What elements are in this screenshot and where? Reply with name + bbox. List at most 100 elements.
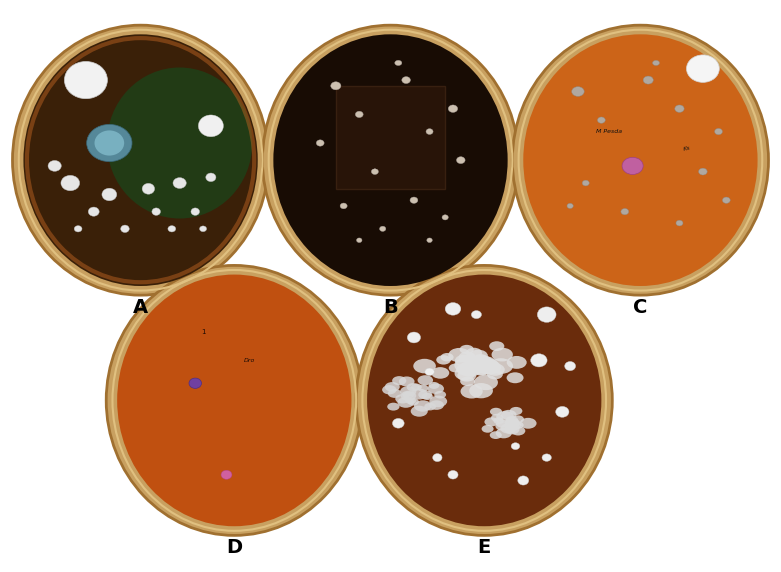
- Ellipse shape: [400, 386, 416, 396]
- Ellipse shape: [505, 420, 521, 431]
- Ellipse shape: [64, 62, 107, 98]
- Ellipse shape: [414, 400, 432, 412]
- Ellipse shape: [410, 197, 418, 204]
- Ellipse shape: [87, 125, 132, 161]
- Text: 1: 1: [201, 329, 205, 335]
- Ellipse shape: [198, 115, 223, 137]
- Ellipse shape: [567, 204, 573, 209]
- Ellipse shape: [479, 360, 501, 375]
- Ellipse shape: [505, 424, 519, 434]
- Ellipse shape: [418, 375, 433, 385]
- Ellipse shape: [469, 355, 494, 371]
- Ellipse shape: [490, 408, 502, 416]
- Ellipse shape: [501, 423, 516, 434]
- Ellipse shape: [394, 61, 401, 66]
- Ellipse shape: [495, 422, 509, 431]
- Text: D: D: [226, 538, 242, 558]
- Ellipse shape: [173, 177, 186, 189]
- Ellipse shape: [496, 428, 512, 438]
- Ellipse shape: [455, 355, 474, 367]
- Ellipse shape: [422, 393, 433, 400]
- Ellipse shape: [48, 160, 61, 172]
- Ellipse shape: [448, 105, 458, 113]
- Ellipse shape: [408, 332, 420, 343]
- Ellipse shape: [95, 130, 124, 156]
- Text: M Pesda: M Pesda: [596, 129, 622, 134]
- Ellipse shape: [698, 168, 707, 175]
- Ellipse shape: [530, 353, 547, 367]
- Ellipse shape: [316, 140, 324, 146]
- Ellipse shape: [475, 358, 499, 374]
- Ellipse shape: [330, 82, 341, 90]
- Ellipse shape: [152, 208, 161, 216]
- Ellipse shape: [512, 415, 524, 423]
- Ellipse shape: [486, 363, 505, 376]
- Ellipse shape: [430, 396, 448, 407]
- Ellipse shape: [388, 389, 401, 398]
- Ellipse shape: [392, 419, 405, 428]
- Ellipse shape: [505, 416, 519, 424]
- Text: E: E: [478, 538, 490, 558]
- Ellipse shape: [448, 348, 471, 362]
- Ellipse shape: [401, 77, 411, 84]
- Ellipse shape: [505, 419, 520, 428]
- Ellipse shape: [88, 207, 99, 216]
- Ellipse shape: [487, 369, 503, 379]
- Ellipse shape: [408, 398, 419, 406]
- Ellipse shape: [473, 356, 497, 371]
- Ellipse shape: [644, 76, 653, 84]
- Ellipse shape: [572, 87, 584, 97]
- Ellipse shape: [107, 67, 252, 219]
- Ellipse shape: [407, 383, 419, 391]
- Ellipse shape: [410, 388, 427, 400]
- Polygon shape: [336, 86, 445, 189]
- Ellipse shape: [355, 111, 363, 118]
- Ellipse shape: [469, 349, 488, 362]
- Ellipse shape: [356, 265, 612, 535]
- Ellipse shape: [458, 362, 482, 376]
- Text: C: C: [633, 298, 647, 317]
- Ellipse shape: [496, 420, 508, 428]
- Ellipse shape: [505, 418, 519, 427]
- Ellipse shape: [434, 391, 446, 399]
- Ellipse shape: [460, 376, 475, 386]
- Ellipse shape: [686, 55, 719, 82]
- Ellipse shape: [12, 25, 269, 295]
- Ellipse shape: [449, 364, 462, 372]
- Ellipse shape: [74, 225, 82, 232]
- Ellipse shape: [512, 422, 524, 429]
- Ellipse shape: [340, 203, 347, 209]
- Ellipse shape: [471, 311, 481, 319]
- Ellipse shape: [675, 105, 684, 113]
- Text: A: A: [133, 298, 148, 317]
- Ellipse shape: [491, 348, 513, 362]
- Ellipse shape: [431, 367, 449, 379]
- Ellipse shape: [494, 418, 504, 424]
- Ellipse shape: [483, 359, 497, 368]
- Ellipse shape: [426, 238, 433, 243]
- Ellipse shape: [205, 173, 216, 182]
- Ellipse shape: [507, 356, 526, 369]
- Ellipse shape: [448, 470, 458, 479]
- Ellipse shape: [273, 34, 508, 286]
- Ellipse shape: [537, 307, 556, 323]
- Ellipse shape: [380, 226, 386, 232]
- Ellipse shape: [440, 353, 454, 362]
- Ellipse shape: [501, 410, 516, 420]
- Ellipse shape: [106, 265, 362, 535]
- Ellipse shape: [489, 358, 513, 374]
- Ellipse shape: [474, 366, 489, 376]
- Ellipse shape: [429, 382, 440, 389]
- Ellipse shape: [511, 426, 526, 435]
- Ellipse shape: [425, 368, 434, 376]
- Ellipse shape: [417, 384, 428, 392]
- Text: Ks: Ks: [683, 145, 691, 152]
- Ellipse shape: [459, 345, 474, 354]
- Ellipse shape: [442, 215, 448, 220]
- Ellipse shape: [455, 367, 476, 380]
- Ellipse shape: [433, 454, 442, 462]
- Ellipse shape: [542, 454, 551, 461]
- Ellipse shape: [200, 226, 206, 232]
- Ellipse shape: [473, 364, 490, 375]
- Ellipse shape: [621, 208, 629, 215]
